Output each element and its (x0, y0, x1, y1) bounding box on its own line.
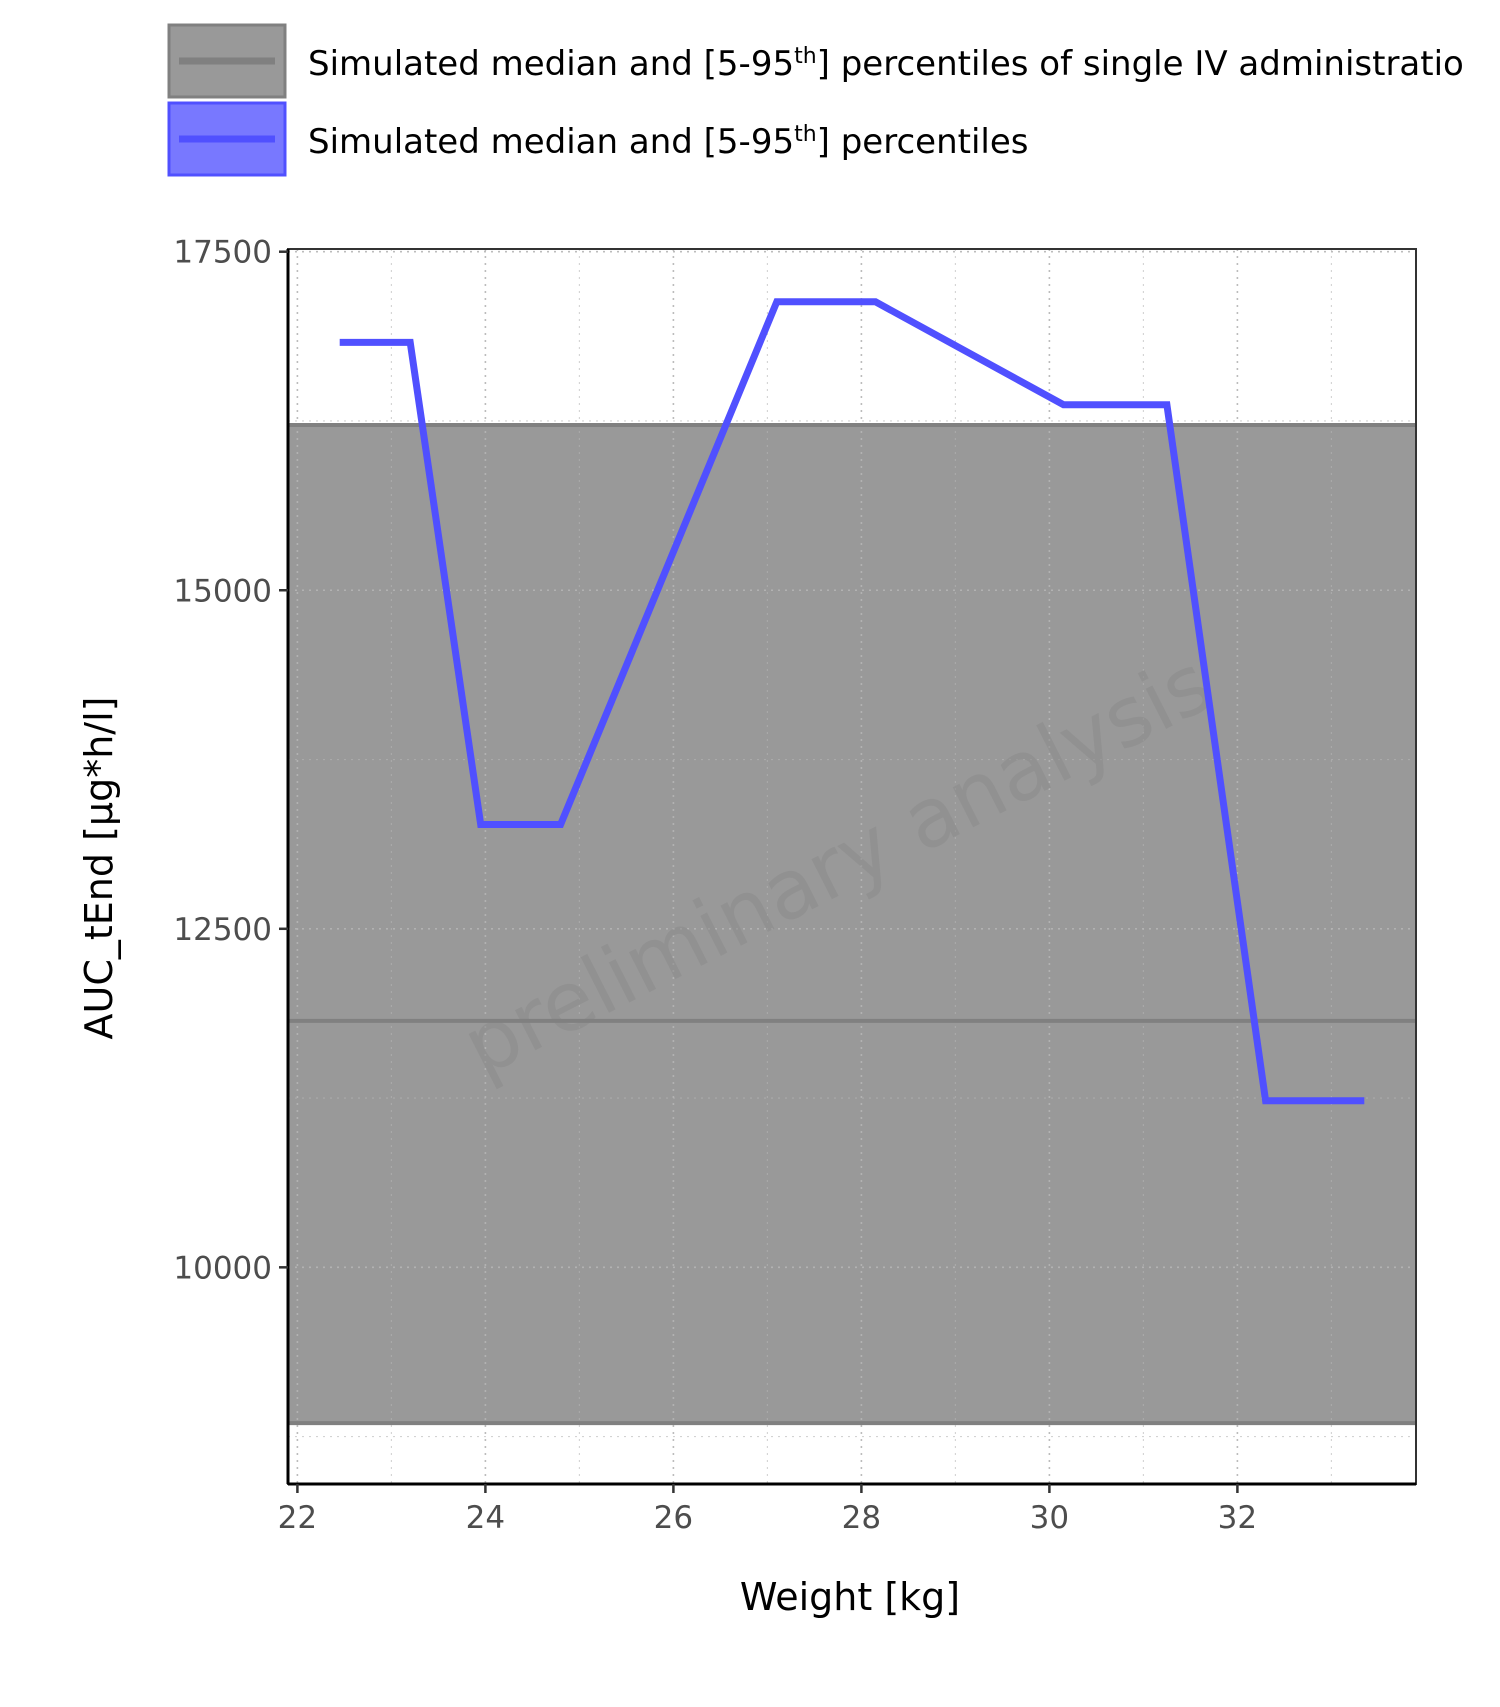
x-tick-label: 28 (842, 1500, 881, 1536)
x-tick-label: 26 (654, 1500, 693, 1536)
y-tick-label: 10000 (173, 1250, 272, 1286)
legend-label-sup: th (794, 44, 817, 69)
y-axis-title: AUC_tEnd [µg*h/l] (77, 697, 121, 1040)
legend-label-sup: th (794, 122, 817, 147)
x-axis-title: Weight [kg] (740, 1575, 960, 1619)
legend-label-main: Simulated median and [5-95 (308, 44, 794, 84)
y-tick-label: 12500 (173, 912, 272, 948)
band-area (288, 425, 1416, 1423)
percentile-band (288, 425, 1416, 1423)
legend-label-tail: ] percentiles (817, 122, 1029, 162)
y-tick-label: 15000 (173, 573, 272, 609)
x-tick-label: 32 (1218, 1500, 1257, 1536)
x-tick-label: 24 (466, 1500, 505, 1536)
x-tick-label: 30 (1030, 1500, 1069, 1536)
legend: Simulated median and [5-95th] percentile… (169, 25, 1464, 175)
legend-label-main: Simulated median and [5-95 (308, 122, 794, 162)
x-tick-label: 22 (278, 1500, 317, 1536)
legend-label: Simulated median and [5-95th] percentile… (308, 44, 1464, 84)
legend-label: Simulated median and [5-95th] percentile… (308, 122, 1028, 162)
y-tick-label: 17500 (173, 235, 272, 271)
legend-label-tail: ] percentiles of single IV administratio (817, 44, 1464, 84)
